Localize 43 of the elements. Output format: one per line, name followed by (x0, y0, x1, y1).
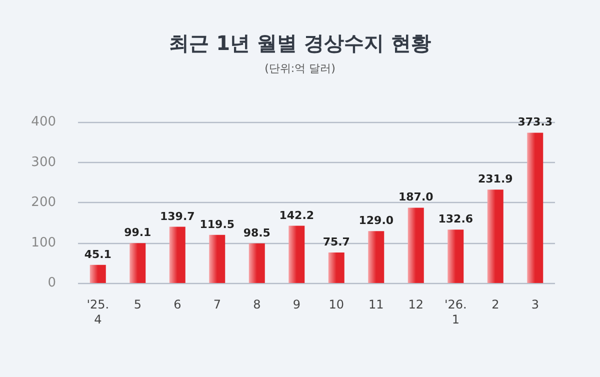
data-label: 142.2 (279, 208, 314, 222)
bar (209, 234, 226, 283)
data-label: 98.5 (243, 226, 270, 240)
bar (130, 243, 146, 283)
x-tick-label: 3 (531, 298, 539, 312)
chart-title: 최근 1년 월별 경상수지 현황 (169, 31, 431, 55)
y-tick-label: 400 (31, 114, 56, 130)
x-tick-label: 7 (213, 298, 221, 312)
bar (527, 132, 544, 283)
y-tick-label: 200 (31, 195, 56, 210)
data-label: 75.7 (322, 236, 350, 249)
bar (328, 252, 344, 283)
bar (368, 231, 384, 283)
x-tick-label: 2 (492, 298, 500, 312)
data-label: 45.1 (84, 248, 112, 261)
bar (408, 208, 424, 283)
bar (487, 190, 504, 283)
bar (169, 226, 186, 283)
chart-subtitle: (단위:억 달러) (264, 62, 336, 75)
x-tick-label: 11 (368, 298, 384, 312)
bar (288, 226, 305, 283)
data-label: 99.1 (124, 226, 152, 240)
y-tick-label: 100 (31, 235, 56, 250)
data-label: 132.6 (438, 212, 474, 226)
data-label: 119.5 (200, 218, 235, 231)
bar (448, 230, 464, 283)
data-label: 139.7 (160, 210, 195, 223)
data-label: 129.0 (358, 214, 394, 228)
x-tick-label: '25. 4 (86, 298, 110, 326)
x-tick-label: 8 (253, 298, 261, 312)
x-tick-label: '26. 1 (444, 298, 467, 326)
y-tick-label: 0 (48, 276, 56, 290)
x-tick-label: 5 (134, 298, 142, 312)
x-tick-label: 12 (408, 298, 424, 312)
data-label: 187.0 (398, 190, 434, 204)
bar (248, 243, 265, 283)
bar (90, 264, 106, 283)
x-tick-label: 6 (174, 298, 182, 312)
x-tick-label: 10 (328, 298, 344, 312)
data-label: 231.9 (478, 172, 513, 186)
data-label: 373.3 (518, 116, 553, 129)
y-tick-label: 300 (31, 154, 56, 170)
x-tick-label: 9 (292, 298, 300, 312)
